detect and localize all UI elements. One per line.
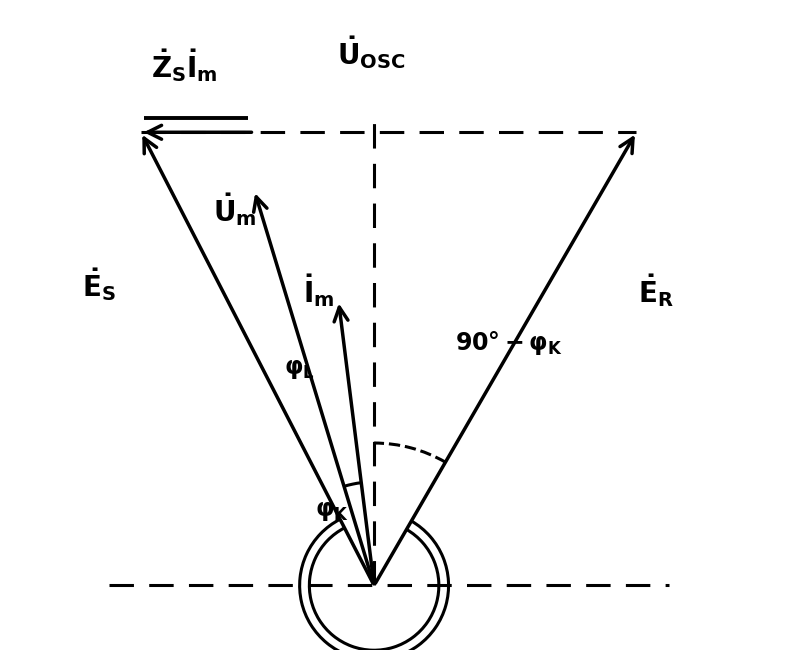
Text: $\mathbf{\varphi_L}$: $\mathbf{\varphi_L}$ bbox=[284, 357, 315, 381]
Text: $\mathbf{\dot{U}_m}$: $\mathbf{\dot{U}_m}$ bbox=[213, 191, 257, 229]
Text: $\mathbf{90°-\varphi_K}$: $\mathbf{90°-\varphi_K}$ bbox=[455, 328, 562, 357]
Text: $\mathbf{\dot{I}_m}$: $\mathbf{\dot{I}_m}$ bbox=[303, 272, 334, 310]
Text: $\mathbf{\dot{Z}_S\dot{I}_m}$: $\mathbf{\dot{Z}_S\dot{I}_m}$ bbox=[150, 47, 218, 84]
Text: $\mathbf{\varphi_K}$: $\mathbf{\varphi_K}$ bbox=[315, 499, 349, 523]
Text: $\mathbf{\dot{E}_S}$: $\mathbf{\dot{E}_S}$ bbox=[82, 266, 116, 303]
Text: $\mathbf{\dot{E}_R}$: $\mathbf{\dot{E}_R}$ bbox=[638, 272, 674, 310]
Text: $\mathbf{\dot{U}_{OSC}}$: $\mathbf{\dot{U}_{OSC}}$ bbox=[337, 34, 405, 71]
